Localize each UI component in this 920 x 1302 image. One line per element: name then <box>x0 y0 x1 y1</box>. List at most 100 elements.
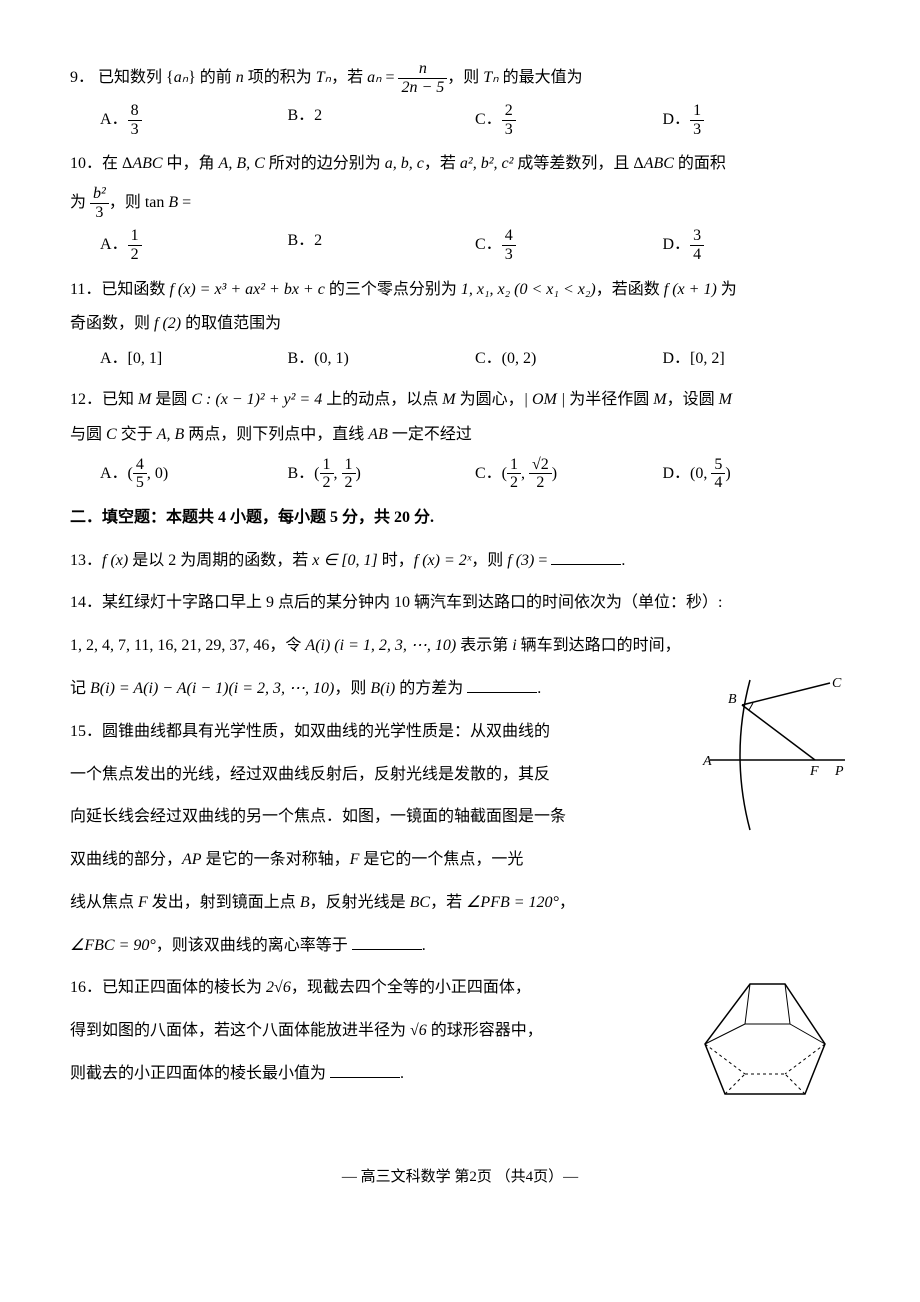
q9-t2: } 的前 <box>188 69 236 86</box>
question-9: 9． 已知数列 {aₙ} 的前 n 项的积为 Tₙ，若 aₙ = n2n − 5… <box>70 60 850 138</box>
t2: ，则 tan <box>109 194 169 211</box>
l: C． <box>475 236 502 253</box>
q10-stem2: 为 b²3，则 tan B = <box>70 185 850 221</box>
BC: BC <box>410 894 430 911</box>
n: 2 <box>502 102 516 121</box>
d: 2 <box>320 474 334 492</box>
num: n <box>398 60 447 79</box>
t: 为 <box>70 194 90 211</box>
t2: 的取值范围为 <box>181 315 281 332</box>
q11-opt-d: D．[0, 2] <box>663 345 851 374</box>
page-footer: — 高三文科数学 第2页 （共4页）— <box>70 1164 850 1191</box>
a: 得到如图的八面体，若这个八面体能放进半径为 <box>70 1022 410 1039</box>
n: n <box>236 69 244 86</box>
a: 已知正四面体的棱长为 <box>102 979 266 996</box>
t4: 为 <box>717 281 737 298</box>
f3: f (3) <box>507 552 534 569</box>
q10-opt-b: B．2 <box>288 227 476 263</box>
a: ∠FBC = 90° <box>70 937 156 954</box>
n: 13． <box>70 552 102 569</box>
t: 已知 <box>102 391 138 408</box>
p: . <box>400 1065 404 1082</box>
q9-t4: ，若 <box>331 69 367 86</box>
p: . <box>621 552 625 569</box>
t: 某红绿灯十字路口早上 9 点后的某分钟内 10 辆汽车到达路口的时间依次为（单位… <box>102 594 722 611</box>
t: 已知函数 <box>101 281 169 298</box>
m: , <box>521 464 529 481</box>
question-11: 11．已知函数 f (x) = x³ + ax² + bx + c 的三个零点分… <box>70 276 850 374</box>
blank <box>467 677 537 693</box>
t4: ，若 <box>424 155 460 172</box>
q10-opt-d: D．34 <box>663 227 851 263</box>
t6: 的面积 <box>674 155 726 172</box>
d2: 2 <box>342 474 356 492</box>
b: 表示第 <box>456 637 512 654</box>
t4: 为圆心， <box>456 391 524 408</box>
q11-opt-c: C．(0, 2) <box>475 345 663 374</box>
d: 5 <box>133 474 147 492</box>
blank <box>551 549 621 565</box>
ang: A, B, C <box>219 155 265 172</box>
t2: 中，角 <box>163 155 219 172</box>
sq: a², b², c² <box>460 155 514 172</box>
f2: f (2) <box>154 315 181 332</box>
Tn2: Tₙ <box>483 69 498 86</box>
t: ) <box>356 464 361 481</box>
Bi: B(i) = A(i) − A(i − 1)(i = 2, 3, ⋯, 10) <box>90 680 334 697</box>
n: 1 <box>690 102 704 121</box>
question-14-l2: 1, 2, 4, 7, 11, 16, 21, 29, 37, 46，令 A(i… <box>70 632 850 661</box>
b: 的球形容器中， <box>427 1022 543 1039</box>
l: A．( <box>100 464 133 481</box>
question-14-l1: 14．某红绿灯十字路口早上 9 点后的某分钟内 10 辆汽车到达路口的时间依次为… <box>70 589 850 618</box>
q12-opt-b: B．(12, 12) <box>288 456 476 492</box>
AP: AP <box>182 851 202 868</box>
t: 与圆 <box>70 426 106 443</box>
l: A． <box>100 236 128 253</box>
q12-options: A．(45, 0) B．(12, 12) C．(12, √22) D．(0, 5… <box>100 456 850 492</box>
d: 4 <box>690 246 704 264</box>
q10-options: A．12 B．2 C．43 D．34 <box>100 227 850 263</box>
n: 14． <box>70 594 102 611</box>
F: F <box>138 894 148 911</box>
sides: a, b, c <box>385 155 424 172</box>
an: aₙ <box>174 69 188 86</box>
t5: 为半径作圆 <box>565 391 653 408</box>
t: ) <box>552 464 557 481</box>
C: C <box>106 426 117 443</box>
M2: M <box>442 391 455 408</box>
p: . <box>537 680 541 697</box>
ABl: AB <box>368 426 388 443</box>
M: M <box>138 391 151 408</box>
q9-options: A．83 B．2 C．23 D．13 <box>100 102 850 138</box>
F: F <box>350 851 360 868</box>
q9-t5: ，则 <box>447 69 483 86</box>
n: 11． <box>70 281 101 298</box>
q9-t6: 的最大值为 <box>499 69 583 86</box>
fx: f (x) = x³ + ax² + bx + c <box>169 281 324 298</box>
d: = <box>534 552 551 569</box>
t: ) <box>725 464 730 481</box>
l: √6 <box>410 1022 427 1039</box>
e: ， <box>559 894 575 911</box>
d: ，若 <box>430 894 466 911</box>
n2: 1 <box>342 456 356 475</box>
c: ，反射光线是 <box>310 894 410 911</box>
n: b² <box>90 185 109 204</box>
q16-figure <box>690 974 850 1114</box>
t6: ，设圆 <box>667 391 719 408</box>
q9-opt-a: A．83 <box>100 102 288 138</box>
n: 1 <box>507 456 521 475</box>
d: 4 <box>711 474 725 492</box>
n: 15． <box>70 723 102 740</box>
b: 时， <box>378 552 414 569</box>
d: 2 <box>507 474 521 492</box>
d: 3 <box>90 204 109 222</box>
q11-opt-a: A．[0, 1] <box>100 345 288 374</box>
q9-frac: n2n − 5 <box>398 60 447 96</box>
Bil: B(i) <box>370 680 395 697</box>
n: 3 <box>690 227 704 246</box>
l: D． <box>663 236 691 253</box>
q9-opt-b: B．2 <box>288 102 476 138</box>
q9-num: 9． <box>70 69 94 86</box>
q12-opt-a: A．(45, 0) <box>100 456 288 492</box>
